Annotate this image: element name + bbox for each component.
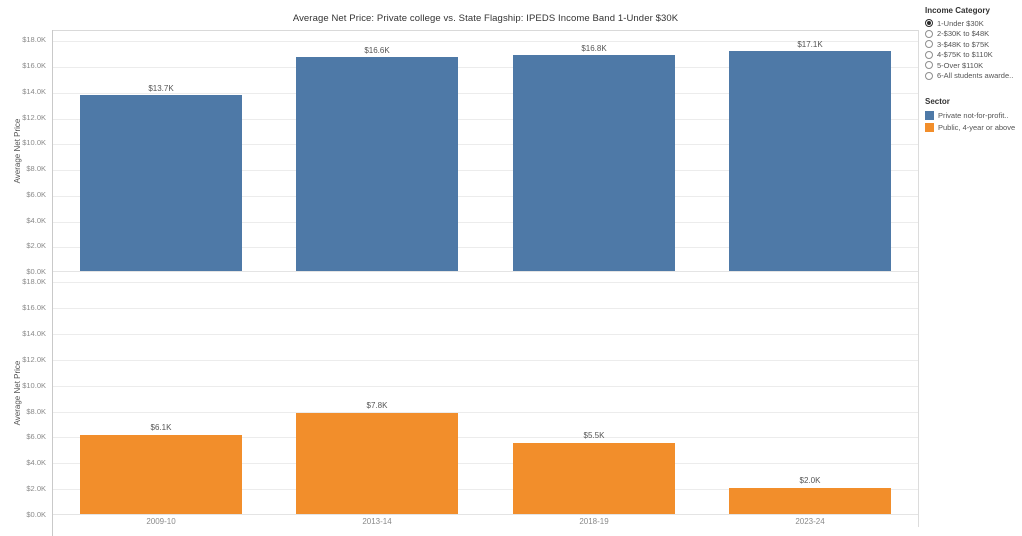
y-tick-label: $18.0K xyxy=(22,277,46,286)
radio-option-label: 4-$75K to $110K xyxy=(937,50,993,60)
y-tick-label: $18.0K xyxy=(22,35,46,44)
plot-right-border xyxy=(918,30,919,527)
y-tick-label: $0.0K xyxy=(26,510,46,519)
bar-value-label: $2.0K xyxy=(799,476,821,485)
y-tick-label: $4.0K xyxy=(26,216,46,225)
y-tick-label: $14.0K xyxy=(22,87,46,96)
gridline xyxy=(53,489,918,490)
income-category-option[interactable]: 2-$30K to $48K xyxy=(925,29,1020,40)
bar-value-label: $6.1K xyxy=(150,423,172,432)
gridline xyxy=(53,222,918,223)
y-axis-line xyxy=(52,30,53,536)
bar[interactable] xyxy=(729,51,891,271)
income-category-option[interactable]: 3-$48K to $75K xyxy=(925,39,1020,50)
radio-icon xyxy=(925,29,933,38)
x-axis-label: 2013-14 xyxy=(362,517,392,526)
radio-option-label: 2-$30K to $48K xyxy=(937,29,990,39)
gridline xyxy=(53,119,918,120)
legend-item-label: Private not-for-profit.. xyxy=(938,110,1009,120)
radio-icon xyxy=(925,71,933,80)
income-category-option[interactable]: 4-$75K to $110K xyxy=(925,50,1020,61)
gridline xyxy=(53,386,918,387)
income-category-option[interactable]: 5-Over $110K xyxy=(925,60,1020,71)
y-tick-label: $10.0K xyxy=(22,138,46,147)
chart-area: Average Net Price: Private college vs. S… xyxy=(13,13,919,536)
bar[interactable] xyxy=(296,413,458,514)
gridline xyxy=(53,334,918,335)
income-category-options: 1-Under $30K 2-$30K to $48K 3-$48K to $75K… xyxy=(925,18,1020,81)
gridline xyxy=(53,144,918,145)
gridline xyxy=(53,170,918,171)
gridline xyxy=(53,67,918,68)
sector-legend-item[interactable]: Public, 4-year or above xyxy=(925,121,1020,133)
income-category-filter: Income Category 1-Under $30K 2-$30K to $4… xyxy=(925,6,1020,81)
panel-private-sector: $13.7K $16.6K $16.8K $17.1K xyxy=(53,30,918,272)
gridline xyxy=(53,308,918,309)
x-axis-label: 2009-10 xyxy=(146,517,176,526)
income-category-title: Income Category xyxy=(925,6,990,15)
y-tick-label: $0.0K xyxy=(26,267,46,276)
bar[interactable] xyxy=(729,488,891,514)
bar[interactable] xyxy=(80,435,242,514)
bar[interactable] xyxy=(513,55,675,271)
color-swatch xyxy=(925,122,934,132)
y-tick-label: $8.0K xyxy=(26,407,46,416)
sidebar: Income Category 1-Under $30K 2-$30K to $4… xyxy=(925,6,1020,133)
bar[interactable] xyxy=(296,57,458,271)
radio-icon xyxy=(925,40,933,49)
bar-value-label: $16.6K xyxy=(364,46,390,55)
bar[interactable] xyxy=(80,95,242,271)
gridline xyxy=(53,41,918,42)
radio-option-label: 5-Over $110K xyxy=(937,60,984,70)
y-tick-label: $2.0K xyxy=(26,241,46,250)
color-swatch xyxy=(925,110,934,120)
sector-legend-item[interactable]: Private not-for-profit.. xyxy=(925,109,1020,121)
y-tick-label: $14.0K xyxy=(22,329,46,338)
radio-option-label: 3-$48K to $75K xyxy=(937,39,990,49)
bar[interactable] xyxy=(513,443,675,514)
income-category-option[interactable]: 6-All students awarde.. xyxy=(925,71,1020,82)
y-tick-label: $6.0K xyxy=(26,432,46,441)
x-axis-label: 2018-19 xyxy=(579,517,609,526)
gridline xyxy=(53,437,918,438)
x-axis-label: 2023-24 xyxy=(795,517,825,526)
bar-value-label: $17.1K xyxy=(797,40,823,49)
sector-legend-items: Private not-for-profit.. Public, 4-year o… xyxy=(925,109,1020,133)
radio-selected-icon xyxy=(925,19,933,28)
income-category-option[interactable]: 1-Under $30K xyxy=(925,18,1020,29)
bar-value-label: $13.7K xyxy=(148,84,174,93)
gridline xyxy=(53,93,918,94)
y-tick-label: $16.0K xyxy=(22,61,46,70)
y-tick-label: $4.0K xyxy=(26,458,46,467)
radio-option-label: 1-Under $30K xyxy=(937,18,984,28)
legend-item-label: Public, 4-year or above xyxy=(938,122,1016,132)
chart-title: Average Net Price: Private college vs. S… xyxy=(292,13,679,24)
radio-option-label: 6-All students awarde.. xyxy=(937,71,1014,81)
bar-value-label: $16.8K xyxy=(581,44,607,53)
gridline xyxy=(53,282,918,283)
gridline xyxy=(53,247,918,248)
y-tick-label: $12.0K xyxy=(22,113,46,122)
panel-public-sector: $6.1K $7.8K $5.5K $2.0K xyxy=(53,272,918,515)
bar-value-label: $7.8K xyxy=(366,401,388,410)
bar-value-label: $5.5K xyxy=(583,431,605,440)
y-tick-label: $2.0K xyxy=(26,484,46,493)
sector-legend: Sector Private not-for-profit.. Public, 4… xyxy=(925,97,1020,133)
y-tick-label: $12.0K xyxy=(22,355,46,364)
y-tick-label: $6.0K xyxy=(26,190,46,199)
y-tick-label: $8.0K xyxy=(26,164,46,173)
radio-icon xyxy=(925,61,933,70)
gridline xyxy=(53,196,918,197)
y-tick-label: $16.0K xyxy=(22,303,46,312)
gridline xyxy=(53,412,918,413)
gridline xyxy=(53,463,918,464)
gridline xyxy=(53,360,918,361)
sector-title: Sector xyxy=(925,97,950,106)
y-tick-label: $10.0K xyxy=(22,381,46,390)
radio-icon xyxy=(925,50,933,59)
